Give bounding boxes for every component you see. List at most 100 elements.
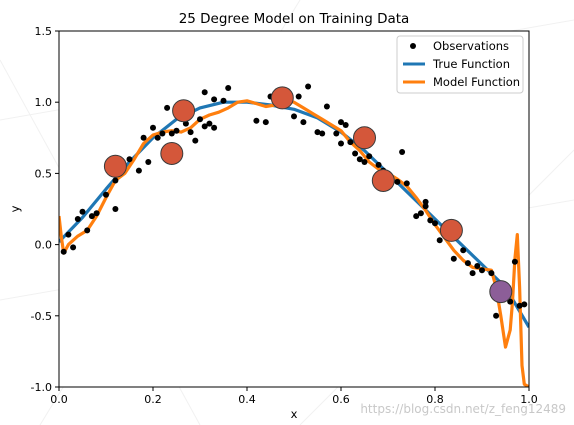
- highlighted-point-purple: [489, 280, 513, 304]
- observation-point: [154, 134, 161, 141]
- y-axis-ticks: 1.5 1.0 0.5 0.0 -0.5 -1.0: [31, 25, 59, 394]
- observation-point: [375, 161, 382, 168]
- observation-point: [422, 203, 429, 210]
- observation-point: [464, 260, 471, 267]
- highlighted-point: [439, 218, 463, 242]
- observation-point: [150, 124, 156, 131]
- observation-point: [427, 217, 434, 224]
- observation-point: [352, 150, 359, 157]
- plot-frame: [58, 30, 530, 388]
- observation-point: [338, 140, 344, 147]
- observation-point: [291, 113, 297, 120]
- observation-point: [342, 122, 349, 128]
- observation-point: [338, 119, 344, 126]
- y-tick-label: 1.5: [35, 25, 53, 38]
- chart-title: 25 Degree Model on Training Data: [179, 11, 410, 27]
- observation-point: [262, 119, 269, 126]
- observation-point: [201, 89, 208, 96]
- observation-point: [399, 149, 406, 155]
- observation-point: [474, 263, 481, 269]
- observation-point: [206, 120, 213, 127]
- observation-point: [314, 129, 321, 136]
- x-axis-ticks: 0.0 0.2 0.4 0.6 0.8 1.0: [50, 387, 538, 406]
- legend-observations-marker: [410, 43, 416, 49]
- observation-point: [112, 206, 119, 212]
- observation-point: [366, 153, 373, 160]
- observation-point: [361, 159, 368, 165]
- observation-point: [135, 167, 142, 174]
- observation-point: [319, 130, 326, 137]
- observation-point: [305, 83, 312, 90]
- observation-point: [333, 130, 340, 137]
- y-tick-label: 0.5: [35, 167, 53, 180]
- observation-point: [60, 248, 67, 255]
- y-tick-label: -0.5: [31, 310, 52, 323]
- observation-point: [417, 210, 424, 217]
- observation-point: [65, 231, 72, 238]
- observation-point: [436, 237, 443, 244]
- observation-point: [79, 208, 86, 215]
- legend-true-function-label: True Function: [432, 57, 510, 71]
- observation-point: [403, 180, 410, 187]
- legend: Observations True Function Model Functio…: [396, 35, 524, 94]
- observation-point: [140, 134, 147, 141]
- x-tick-label: 0.8: [426, 393, 444, 406]
- observation-point: [300, 119, 307, 126]
- observation-point: [225, 85, 232, 91]
- observation-point: [211, 96, 218, 103]
- observation-point: [356, 156, 363, 163]
- observation-point: [432, 220, 438, 227]
- x-tick-label: 0.4: [238, 393, 256, 406]
- observation-point: [211, 124, 218, 131]
- observation-point: [450, 255, 457, 262]
- observation-point: [112, 177, 119, 184]
- observation-point: [521, 301, 528, 308]
- legend-box: [396, 35, 524, 94]
- observation-point: [323, 103, 330, 110]
- observation-point: [469, 270, 476, 277]
- x-tick-label: 0.0: [50, 393, 68, 406]
- observation-point: [88, 213, 95, 220]
- highlighted-point: [103, 154, 127, 178]
- observation-point: [422, 198, 429, 205]
- observation-point: [197, 116, 203, 123]
- observation-point: [173, 127, 180, 134]
- observation-point: [192, 137, 199, 144]
- observation-point: [347, 139, 354, 146]
- legend-observations-label: Observations: [433, 39, 509, 53]
- highlighted-point: [353, 126, 376, 150]
- observation-point: [479, 267, 485, 274]
- observation-point: [164, 104, 171, 111]
- highlighted-point: [172, 99, 196, 123]
- observation-point: [187, 129, 194, 136]
- observation-point: [394, 178, 401, 185]
- observation-point: [103, 191, 109, 198]
- observation-point: [201, 123, 208, 130]
- y-tick-label: 0.0: [35, 239, 53, 252]
- observation-point: [295, 93, 302, 100]
- observation-point: [516, 302, 523, 309]
- observation-point: [74, 216, 81, 222]
- observation-point: [70, 244, 77, 251]
- observation-point: [511, 258, 518, 265]
- observation-point: [488, 270, 495, 277]
- x-axis-label: x: [291, 407, 298, 421]
- x-tick-label: 0.2: [144, 393, 162, 406]
- observation-point: [507, 298, 514, 305]
- watermark-text: https://blog.csdn.net/z_feng12489: [360, 402, 566, 416]
- y-tick-label: -1.0: [31, 381, 52, 394]
- highlighted-point: [270, 86, 294, 110]
- observation-point: [168, 130, 175, 137]
- observation-point: [145, 159, 152, 165]
- plot-series-group: [59, 83, 529, 387]
- plot-content: [59, 83, 529, 387]
- highlighted-point: [160, 142, 184, 165]
- observation-point: [460, 247, 467, 254]
- highlighted-point: [371, 169, 395, 192]
- legend-model-function-label: Model Function: [433, 75, 520, 89]
- y-tick-label: 1.0: [35, 96, 53, 109]
- observation-point: [493, 312, 500, 319]
- observation-point: [93, 210, 100, 217]
- observation-point: [159, 130, 166, 137]
